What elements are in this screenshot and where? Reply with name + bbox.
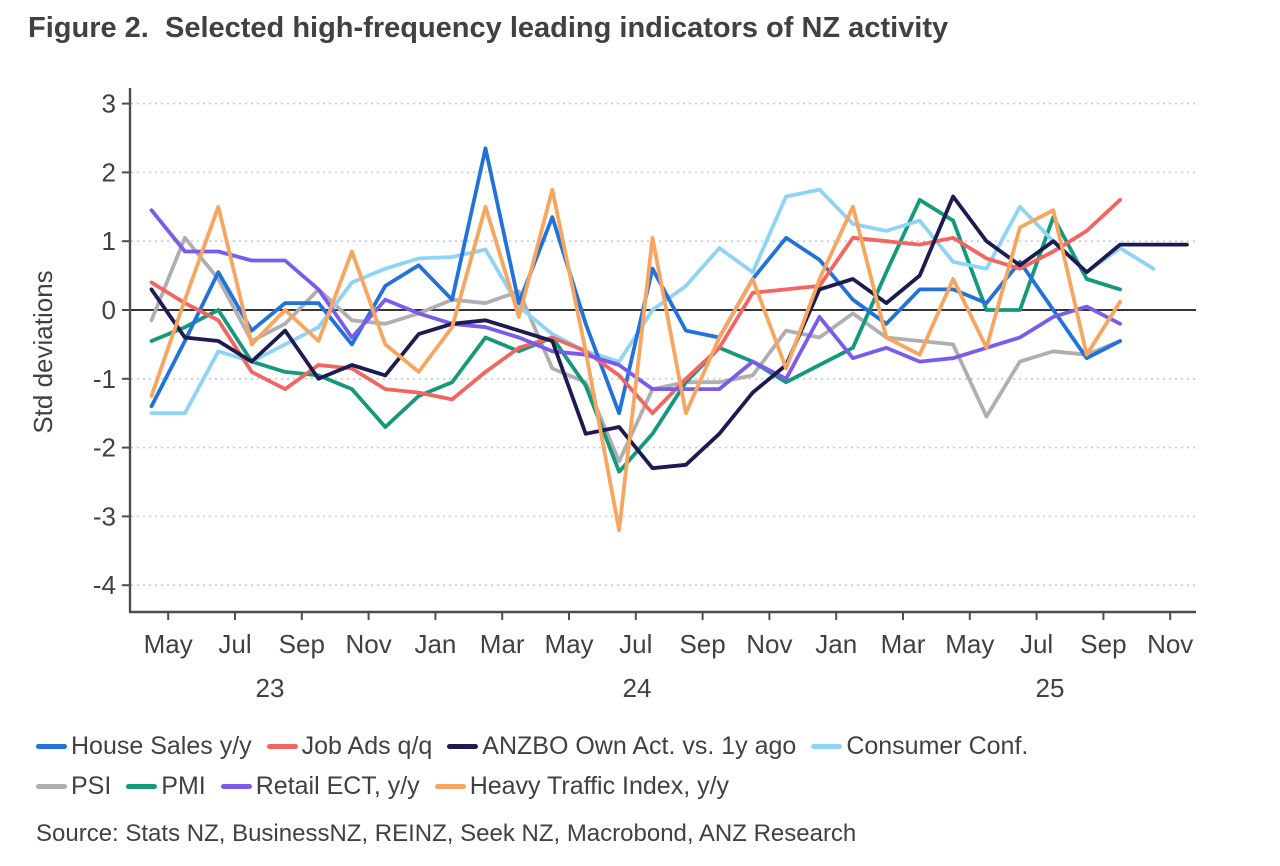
legend-label-job-ads: Job Ads q/q	[301, 731, 433, 760]
y-tick-label: 1	[102, 226, 116, 256]
legend-label-house-sales: House Sales y/y	[71, 731, 252, 760]
x-tick-label: Sep	[679, 629, 725, 659]
legend-label-anzbo-own-activity: ANZBO Own Act. vs. 1y ago	[482, 731, 797, 760]
figure-title: Figure 2. Selected high-frequency leadin…	[28, 12, 949, 44]
legend-swatch-job-ads	[266, 743, 298, 749]
x-tick-label: Jul	[619, 629, 652, 659]
legend-label-psi: PSI	[71, 771, 112, 800]
series-line-heavy-traffic	[149, 187, 1122, 533]
series-line-anzbo-own-activity	[149, 194, 1189, 471]
series-line-pmi	[149, 197, 1122, 474]
x-tick-label: May	[544, 629, 593, 659]
legend-swatch-retail-ect	[220, 783, 252, 789]
legend-item-job-ads: Job Ads q/q	[266, 731, 433, 761]
legend-label-pmi: PMI	[161, 771, 206, 800]
x-tick-label: Jul	[1020, 629, 1053, 659]
x-tick-label: Mar	[881, 629, 926, 659]
line-chart: 3 2 1 0 -1 -2 -3 -4 May Jul Sep Nov Jan Mar May Jul Sep N…	[28, 88, 1196, 703]
x-year-label: 24	[623, 673, 652, 703]
y-tick-label: -4	[93, 570, 116, 600]
legend-label-retail-ect: Retail ECT, y/y	[255, 771, 420, 800]
y-tick-label: 3	[102, 89, 116, 119]
x-tick-label: Jul	[218, 629, 251, 659]
legend-label-heavy-traffic: Heavy Traffic Index, y/y	[469, 771, 730, 800]
legend-swatch-consumer-confidence	[811, 743, 843, 749]
legend-row-1: House Sales y/y Job Ads q/q ANZBO Own Act.…	[36, 726, 1256, 766]
x-tick-label: Jan	[815, 629, 857, 659]
legend-label-consumer-confidence: Consumer Conf.	[846, 731, 1029, 760]
source-note: Source: Stats NZ, BusinessNZ, REINZ, See…	[36, 820, 857, 847]
legend-swatch-anzbo-own-activity	[447, 743, 479, 749]
x-tick-label: Nov	[746, 629, 792, 659]
y-tick-label: 2	[102, 157, 116, 187]
x-tick-label: Sep	[1080, 629, 1126, 659]
legend-swatch-heavy-traffic	[434, 783, 466, 789]
legend-item-heavy-traffic: Heavy Traffic Index, y/y	[434, 771, 730, 801]
y-tick-label: -3	[93, 501, 116, 531]
legend-item-pmi: PMI	[126, 771, 206, 801]
legend-item-house-sales: House Sales y/y	[36, 732, 252, 761]
x-tick-label: May	[945, 629, 994, 659]
x-tick-label: Nov	[345, 629, 391, 659]
legend-item-retail-ect: Retail ECT, y/y	[220, 771, 420, 801]
x-year-label: 25	[1036, 673, 1065, 703]
y-axis-title: Std deviations	[28, 270, 58, 433]
legend-item-consumer-confidence: Consumer Conf.	[811, 732, 1028, 761]
y-tick-label: -1	[93, 364, 116, 394]
x-tick-label: May	[144, 629, 193, 659]
y-tick-label: 0	[102, 295, 116, 325]
legend-swatch-pmi	[126, 783, 158, 789]
x-tick-label: Nov	[1147, 629, 1193, 659]
legend-row-2: PSI PMI Retail ECT, y/y Heavy Traffic Index…	[36, 766, 1256, 806]
x-tick-label: Mar	[480, 629, 525, 659]
legend-swatch-house-sales	[36, 743, 67, 749]
x-tick-label: Sep	[279, 629, 325, 659]
legend-item-psi: PSI	[36, 772, 111, 801]
x-tick-label: Jan	[414, 629, 456, 659]
x-year-label: 23	[256, 673, 285, 703]
y-tick-label: -2	[93, 433, 116, 463]
series-line-consumer-confidence	[149, 187, 1156, 416]
chart-legend: House Sales y/y Job Ads q/q ANZBO Own Act.…	[36, 726, 1256, 806]
legend-item-anzbo-own-activity: ANZBO Own Act. vs. 1y ago	[447, 732, 796, 761]
legend-swatch-psi	[36, 783, 67, 789]
